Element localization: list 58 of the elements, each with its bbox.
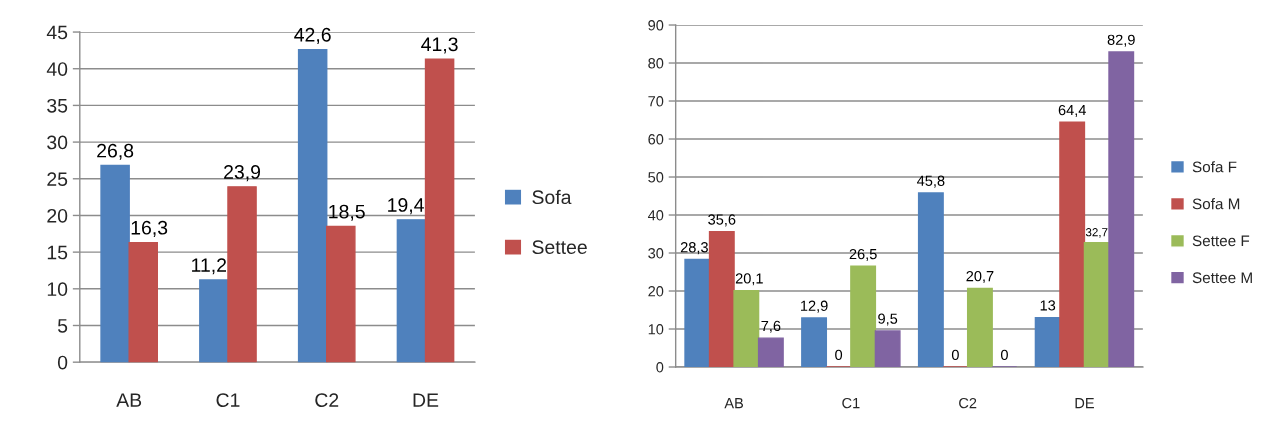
y-tick-label: 90	[648, 20, 664, 31]
legend-label: Sofa M	[1192, 198, 1240, 210]
data-label: 16,3	[131, 220, 168, 237]
y-tick-label: 10	[47, 282, 68, 297]
y-tick-label: 20	[47, 208, 68, 223]
legend-label: Sofa F	[1192, 161, 1237, 173]
data-label: 28,3	[680, 242, 708, 255]
legend-label: Sofa	[532, 189, 572, 205]
data-label: 82,9	[1107, 34, 1135, 47]
data-label: 23,9	[224, 165, 261, 182]
data-label: 7,6	[761, 320, 781, 333]
x-tick-label: C1	[842, 397, 860, 409]
data-label: 26,8	[97, 143, 134, 160]
data-label: 0	[951, 349, 959, 360]
x-tick-label: DE	[1075, 398, 1094, 409]
data-label: 35,6	[708, 214, 736, 227]
y-tick-label: 10	[648, 324, 664, 335]
y-tick-label: 45	[46, 25, 68, 40]
y-tick-label: 35	[47, 98, 68, 113]
data-label: 11,2	[192, 258, 226, 275]
data-label: 20,7	[966, 270, 994, 284]
y-tick-label: 40	[46, 62, 68, 76]
y-tick-label: 5	[57, 319, 68, 333]
y-tick-label: 15	[47, 245, 68, 260]
y-tick-label: 50	[648, 172, 664, 183]
y-tick-label: 30	[648, 248, 664, 259]
y-tick-label: 40	[647, 210, 664, 221]
x-tick-label: C2	[959, 397, 977, 409]
data-label: 19,4	[388, 198, 424, 215]
x-tick-label: C2	[315, 393, 339, 408]
data-label: 26,5	[849, 248, 877, 261]
data-label: 41,3	[421, 37, 458, 54]
data-label: 32,7	[1085, 228, 1108, 238]
data-label: 45,8	[917, 175, 945, 188]
y-tick-label: 30	[47, 135, 68, 150]
x-tick-label: C1	[216, 393, 240, 408]
legend-label: Settee	[532, 240, 587, 255]
x-tick-label: DE	[413, 393, 439, 407]
y-tick-label: 70	[648, 96, 664, 107]
x-tick-label: AB	[116, 393, 142, 407]
data-label: 18,5	[329, 204, 365, 221]
data-label: 13	[1040, 300, 1056, 311]
data-label: 64,4	[1058, 104, 1086, 117]
y-tick-label: 80	[648, 58, 664, 69]
y-tick-label: 20	[648, 286, 664, 297]
data-label: 0	[835, 349, 843, 360]
data-label: 42,6	[294, 27, 331, 44]
data-label: 9,5	[878, 313, 898, 326]
data-label: 0	[1000, 349, 1008, 360]
data-label: 12,9	[801, 300, 828, 313]
y-tick-label: 60	[648, 134, 664, 145]
y-tick-label: 0	[57, 355, 68, 370]
data-label: 20,1	[735, 273, 763, 286]
y-tick-label: 0	[656, 362, 664, 373]
legend-label: Settee F	[1192, 235, 1250, 247]
x-tick-label: AB	[724, 398, 744, 409]
legend-label: Settee M	[1192, 272, 1252, 284]
y-tick-label: 25	[47, 172, 68, 187]
